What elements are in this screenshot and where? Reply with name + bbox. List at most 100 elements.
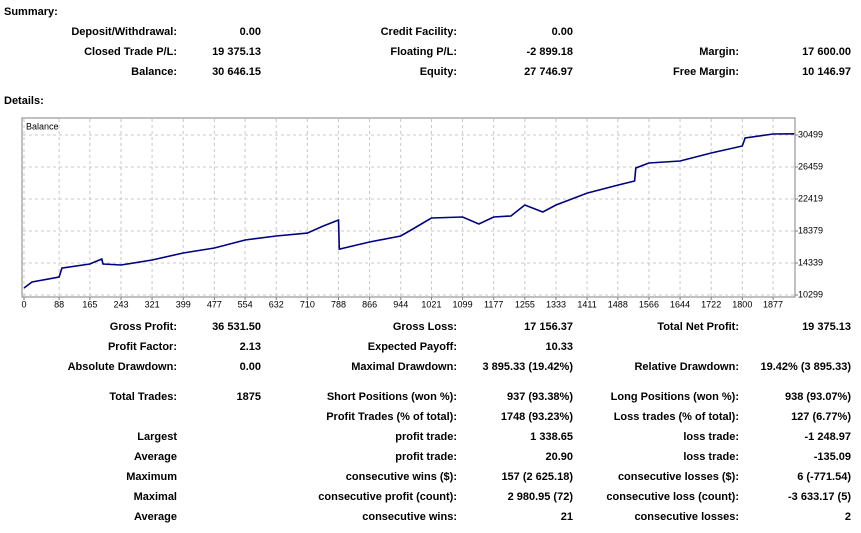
x-tick-label: 1099 (453, 299, 473, 309)
stat-label: Maximum (126, 471, 177, 483)
x-tick-label: 321 (145, 299, 160, 309)
stat-value: -2 899.18 (527, 46, 573, 58)
stat-label: consecutive wins ($): (346, 471, 457, 483)
stat-value: 19 375.13 (802, 321, 851, 333)
y-tick-label: 10299 (798, 289, 823, 299)
stat-value: -1 248.97 (805, 431, 851, 443)
stat-label: Expected Payoff: (368, 341, 457, 353)
stat-label: Credit Facility: (381, 26, 457, 38)
x-tick-label: 1333 (546, 299, 566, 309)
stat-label: Deposit/Withdrawal: (71, 26, 177, 38)
x-tick-label: 632 (269, 299, 284, 309)
x-tick-label: 554 (238, 299, 253, 309)
stat-label: Closed Trade P/L: (84, 46, 177, 58)
stat-label: Absolute Drawdown: (68, 361, 177, 373)
x-tick-label: 399 (176, 299, 191, 309)
details-title: Details: (4, 95, 44, 107)
stat-value: 2 (845, 511, 851, 523)
stat-label: Free Margin: (673, 66, 739, 78)
stat-label: Largest (137, 431, 177, 443)
x-tick-label: 944 (393, 299, 408, 309)
x-tick-label: 0 (21, 299, 26, 309)
y-tick-label: 26459 (798, 161, 823, 171)
stat-value: 127 (6.77%) (791, 411, 851, 423)
x-tick-label: 243 (113, 299, 128, 309)
stat-value: 3 895.33 (19.42%) (482, 361, 573, 373)
stat-value: 1748 (93.23%) (501, 411, 573, 423)
stat-label: Floating P/L: (390, 46, 457, 58)
stat-value: 19 375.13 (212, 46, 261, 58)
y-tick-label: 22419 (798, 193, 823, 203)
x-tick-label: 1566 (639, 299, 659, 309)
stat-label: Loss trades (% of total): (614, 411, 739, 423)
stat-value: 19.42% (3 895.33) (760, 361, 851, 373)
stat-label: Profit Trades (% of total): (326, 411, 457, 423)
x-tick-label: 1021 (421, 299, 441, 309)
stat-value: 0.00 (240, 26, 261, 38)
stat-label: Total Trades: (109, 391, 177, 403)
stat-value: 2.13 (240, 341, 261, 353)
stat-value: 0.00 (240, 361, 261, 373)
stat-label: Relative Drawdown: (634, 361, 739, 373)
stat-value: 0.00 (552, 26, 573, 38)
summary-title: Summary: (4, 6, 58, 18)
stat-label: Balance: (131, 66, 177, 78)
stat-value: 17 156.37 (524, 321, 573, 333)
stat-value: 20.90 (545, 451, 573, 463)
stat-label: consecutive losses: (634, 511, 739, 523)
x-tick-label: 1722 (701, 299, 721, 309)
stat-label: Maximal (134, 491, 177, 503)
stat-value: 27 746.97 (524, 66, 573, 78)
x-tick-label: 88 (54, 299, 64, 309)
stat-value: 938 (93.07%) (785, 391, 851, 403)
stat-label: Long Positions (won %): (611, 391, 739, 403)
chart-frame (21, 117, 796, 298)
stat-label: Margin: (699, 46, 739, 58)
x-tick-label: 477 (207, 299, 222, 309)
y-tick-label: 18379 (798, 225, 823, 235)
y-tick-label: 14339 (798, 257, 823, 267)
stat-label: Gross Loss: (393, 321, 457, 333)
stat-label: Short Positions (won %): (327, 391, 457, 403)
stat-label: Equity: (420, 66, 457, 78)
stat-label: Average (134, 451, 177, 463)
stat-value: 10 146.97 (802, 66, 851, 78)
stat-label: Gross Profit: (110, 321, 177, 333)
stat-value: -3 633.17 (5) (788, 491, 851, 503)
x-tick-label: 165 (82, 299, 97, 309)
balance-line (23, 133, 795, 289)
stat-label: Average (134, 511, 177, 523)
x-tick-label: 1411 (577, 299, 596, 309)
stat-value: 21 (561, 511, 573, 523)
stat-label: Profit Factor: (108, 341, 177, 353)
stat-value: 157 (2 625.18) (501, 471, 573, 483)
stat-value: 30 646.15 (212, 66, 261, 78)
x-tick-label: 1877 (763, 299, 783, 309)
stat-value: 17 600.00 (802, 46, 851, 58)
x-tick-label: 1644 (670, 299, 690, 309)
stat-label: consecutive losses ($): (618, 471, 739, 483)
x-tick-label: 788 (331, 299, 346, 309)
stat-value: 937 (93.38%) (507, 391, 573, 403)
y-tick-label: 30499 (798, 129, 823, 139)
stat-value: 1 338.65 (530, 431, 573, 443)
stat-label: consecutive loss (count): (606, 491, 739, 503)
stat-label: loss trade: (683, 451, 739, 463)
stat-label: loss trade: (683, 431, 739, 443)
x-tick-label: 1177 (484, 299, 503, 309)
stat-label: profit trade: (395, 451, 457, 463)
stat-value: 36 531.50 (212, 321, 261, 333)
x-tick-label: 866 (362, 299, 377, 309)
stat-value: 10.33 (545, 341, 573, 353)
stat-value: 6 (-771.54) (797, 471, 851, 483)
x-tick-label: 710 (300, 299, 315, 309)
stat-label: consecutive wins: (362, 511, 457, 523)
x-tick-label: 1800 (732, 299, 752, 309)
chart-title: Balance (26, 121, 59, 131)
stat-label: Maximal Drawdown: (351, 361, 457, 373)
stat-value: -135.09 (814, 451, 851, 463)
stat-label: consecutive profit (count): (318, 491, 457, 503)
stat-value: 2 980.95 (72) (508, 491, 574, 503)
stat-value: 1875 (237, 391, 261, 403)
